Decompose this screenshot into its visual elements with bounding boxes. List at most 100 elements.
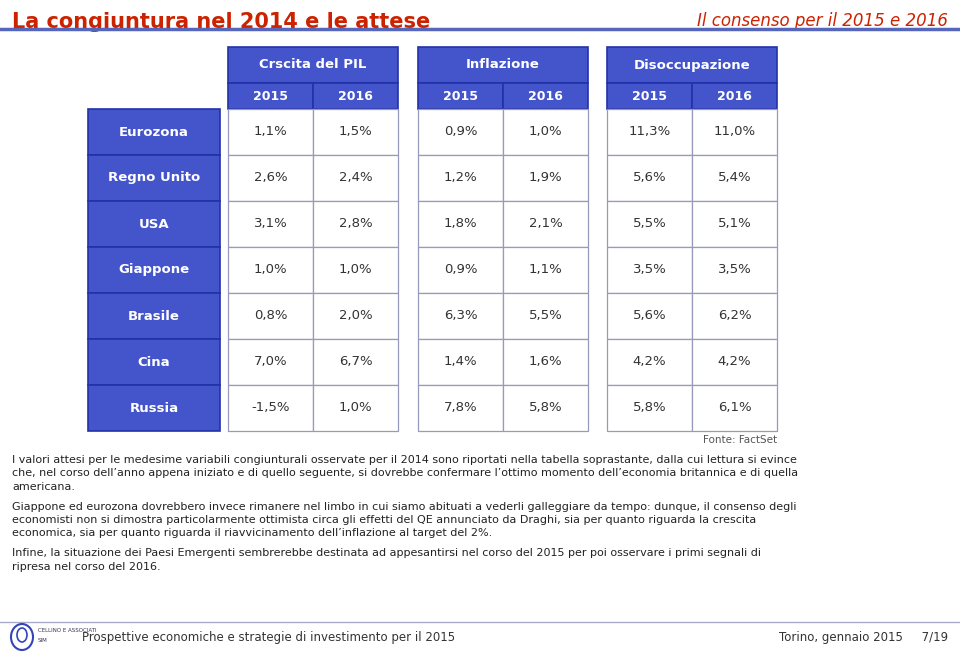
Text: Brasile: Brasile bbox=[128, 309, 180, 323]
Bar bbox=[503, 109, 588, 155]
Text: 2015: 2015 bbox=[443, 89, 478, 102]
Bar bbox=[313, 83, 398, 109]
Bar bbox=[418, 385, 503, 431]
Bar bbox=[503, 83, 588, 109]
Text: CELLINO E ASSOCIATI: CELLINO E ASSOCIATI bbox=[38, 629, 97, 633]
Bar bbox=[692, 155, 777, 201]
Bar bbox=[692, 293, 777, 339]
Bar bbox=[228, 293, 313, 339]
Text: Prospettive economiche e strategie di investimento per il 2015: Prospettive economiche e strategie di in… bbox=[82, 631, 455, 643]
Bar bbox=[607, 109, 692, 155]
Bar bbox=[228, 47, 398, 83]
Text: 3,5%: 3,5% bbox=[633, 263, 666, 277]
Text: 1,5%: 1,5% bbox=[339, 125, 372, 139]
Text: 5,5%: 5,5% bbox=[633, 217, 666, 231]
Bar bbox=[228, 339, 313, 385]
Text: 6,7%: 6,7% bbox=[339, 355, 372, 369]
Bar bbox=[313, 339, 398, 385]
Bar bbox=[503, 339, 588, 385]
Text: 1,9%: 1,9% bbox=[529, 171, 563, 185]
Bar bbox=[228, 155, 313, 201]
Text: 11,0%: 11,0% bbox=[713, 125, 756, 139]
Text: -1,5%: -1,5% bbox=[252, 401, 290, 415]
Text: ripresa nel corso del 2016.: ripresa nel corso del 2016. bbox=[12, 562, 160, 572]
Text: 7,8%: 7,8% bbox=[444, 401, 477, 415]
Text: 5,8%: 5,8% bbox=[633, 401, 666, 415]
Bar bbox=[88, 385, 220, 431]
Text: 6,2%: 6,2% bbox=[718, 309, 752, 323]
Text: 0,8%: 0,8% bbox=[253, 309, 287, 323]
Text: 1,0%: 1,0% bbox=[529, 125, 563, 139]
Text: 4,2%: 4,2% bbox=[718, 355, 752, 369]
Text: 3,5%: 3,5% bbox=[718, 263, 752, 277]
Bar bbox=[88, 293, 220, 339]
Bar bbox=[228, 83, 313, 109]
Bar bbox=[88, 247, 220, 293]
Text: USA: USA bbox=[138, 217, 169, 231]
Bar bbox=[418, 83, 503, 109]
Text: 2016: 2016 bbox=[528, 89, 563, 102]
Bar bbox=[692, 109, 777, 155]
Text: 1,4%: 1,4% bbox=[444, 355, 477, 369]
Text: 2016: 2016 bbox=[717, 89, 752, 102]
Text: Il consenso per il 2015 e 2016: Il consenso per il 2015 e 2016 bbox=[697, 12, 948, 30]
Text: 5,8%: 5,8% bbox=[529, 401, 563, 415]
Bar bbox=[503, 293, 588, 339]
Text: Cina: Cina bbox=[137, 355, 170, 369]
Text: economisti non si dimostra particolarmente ottimista circa gli effetti del QE an: economisti non si dimostra particolarmen… bbox=[12, 515, 756, 525]
Bar bbox=[503, 155, 588, 201]
Text: Russia: Russia bbox=[130, 401, 179, 415]
Text: Giappone ed eurozona dovrebbero invece rimanere nel limbo in cui siamo abituati : Giappone ed eurozona dovrebbero invece r… bbox=[12, 501, 797, 512]
Bar bbox=[313, 155, 398, 201]
Bar bbox=[88, 201, 220, 247]
Text: 5,6%: 5,6% bbox=[633, 309, 666, 323]
Bar bbox=[228, 247, 313, 293]
Bar bbox=[418, 339, 503, 385]
Text: 6,1%: 6,1% bbox=[718, 401, 752, 415]
Text: 6,3%: 6,3% bbox=[444, 309, 477, 323]
Bar bbox=[607, 293, 692, 339]
Text: Fonte: FactSet: Fonte: FactSet bbox=[703, 435, 777, 445]
Bar bbox=[418, 293, 503, 339]
Bar bbox=[313, 293, 398, 339]
Text: che, nel corso dell’anno appena iniziato e di quello seguente, si dovrebbe confe: che, nel corso dell’anno appena iniziato… bbox=[12, 468, 798, 478]
Bar bbox=[313, 201, 398, 247]
Text: Infine, la situazione dei Paesi Emergenti sembrerebbe destinata ad appesantirsi : Infine, la situazione dei Paesi Emergent… bbox=[12, 548, 761, 558]
Bar bbox=[228, 385, 313, 431]
Bar bbox=[228, 109, 313, 155]
Text: 2016: 2016 bbox=[338, 89, 372, 102]
Bar bbox=[418, 155, 503, 201]
Bar bbox=[692, 83, 777, 109]
Text: I valori attesi per le medesime variabili congiunturali osservate per il 2014 so: I valori attesi per le medesime variabil… bbox=[12, 455, 797, 465]
Text: americana.: americana. bbox=[12, 482, 75, 492]
Text: economica, sia per quanto riguarda il riavvicinamento dell’inflazione al target : economica, sia per quanto riguarda il ri… bbox=[12, 528, 492, 539]
Text: 1,2%: 1,2% bbox=[444, 171, 477, 185]
Text: 1,1%: 1,1% bbox=[253, 125, 287, 139]
Text: 5,4%: 5,4% bbox=[718, 171, 752, 185]
Bar bbox=[418, 109, 503, 155]
Text: 5,6%: 5,6% bbox=[633, 171, 666, 185]
Text: 2,1%: 2,1% bbox=[529, 217, 563, 231]
Text: Torino, gennaio 2015     7/19: Torino, gennaio 2015 7/19 bbox=[779, 631, 948, 643]
Bar bbox=[313, 247, 398, 293]
Text: 7,0%: 7,0% bbox=[253, 355, 287, 369]
Bar bbox=[418, 201, 503, 247]
Bar bbox=[607, 385, 692, 431]
Text: 2015: 2015 bbox=[253, 89, 288, 102]
Text: 1,0%: 1,0% bbox=[253, 263, 287, 277]
Bar bbox=[418, 247, 503, 293]
Bar bbox=[692, 339, 777, 385]
Text: 5,1%: 5,1% bbox=[718, 217, 752, 231]
Bar bbox=[418, 47, 588, 83]
Text: SIM: SIM bbox=[38, 639, 48, 643]
Text: 2,6%: 2,6% bbox=[253, 171, 287, 185]
Bar bbox=[503, 385, 588, 431]
Bar bbox=[692, 247, 777, 293]
Text: 2015: 2015 bbox=[632, 89, 667, 102]
Bar bbox=[607, 47, 777, 83]
Text: Regno Unito: Regno Unito bbox=[108, 171, 200, 185]
Bar bbox=[607, 83, 692, 109]
Bar bbox=[313, 109, 398, 155]
Bar bbox=[88, 109, 220, 155]
Text: Disoccupazione: Disoccupazione bbox=[634, 58, 751, 72]
